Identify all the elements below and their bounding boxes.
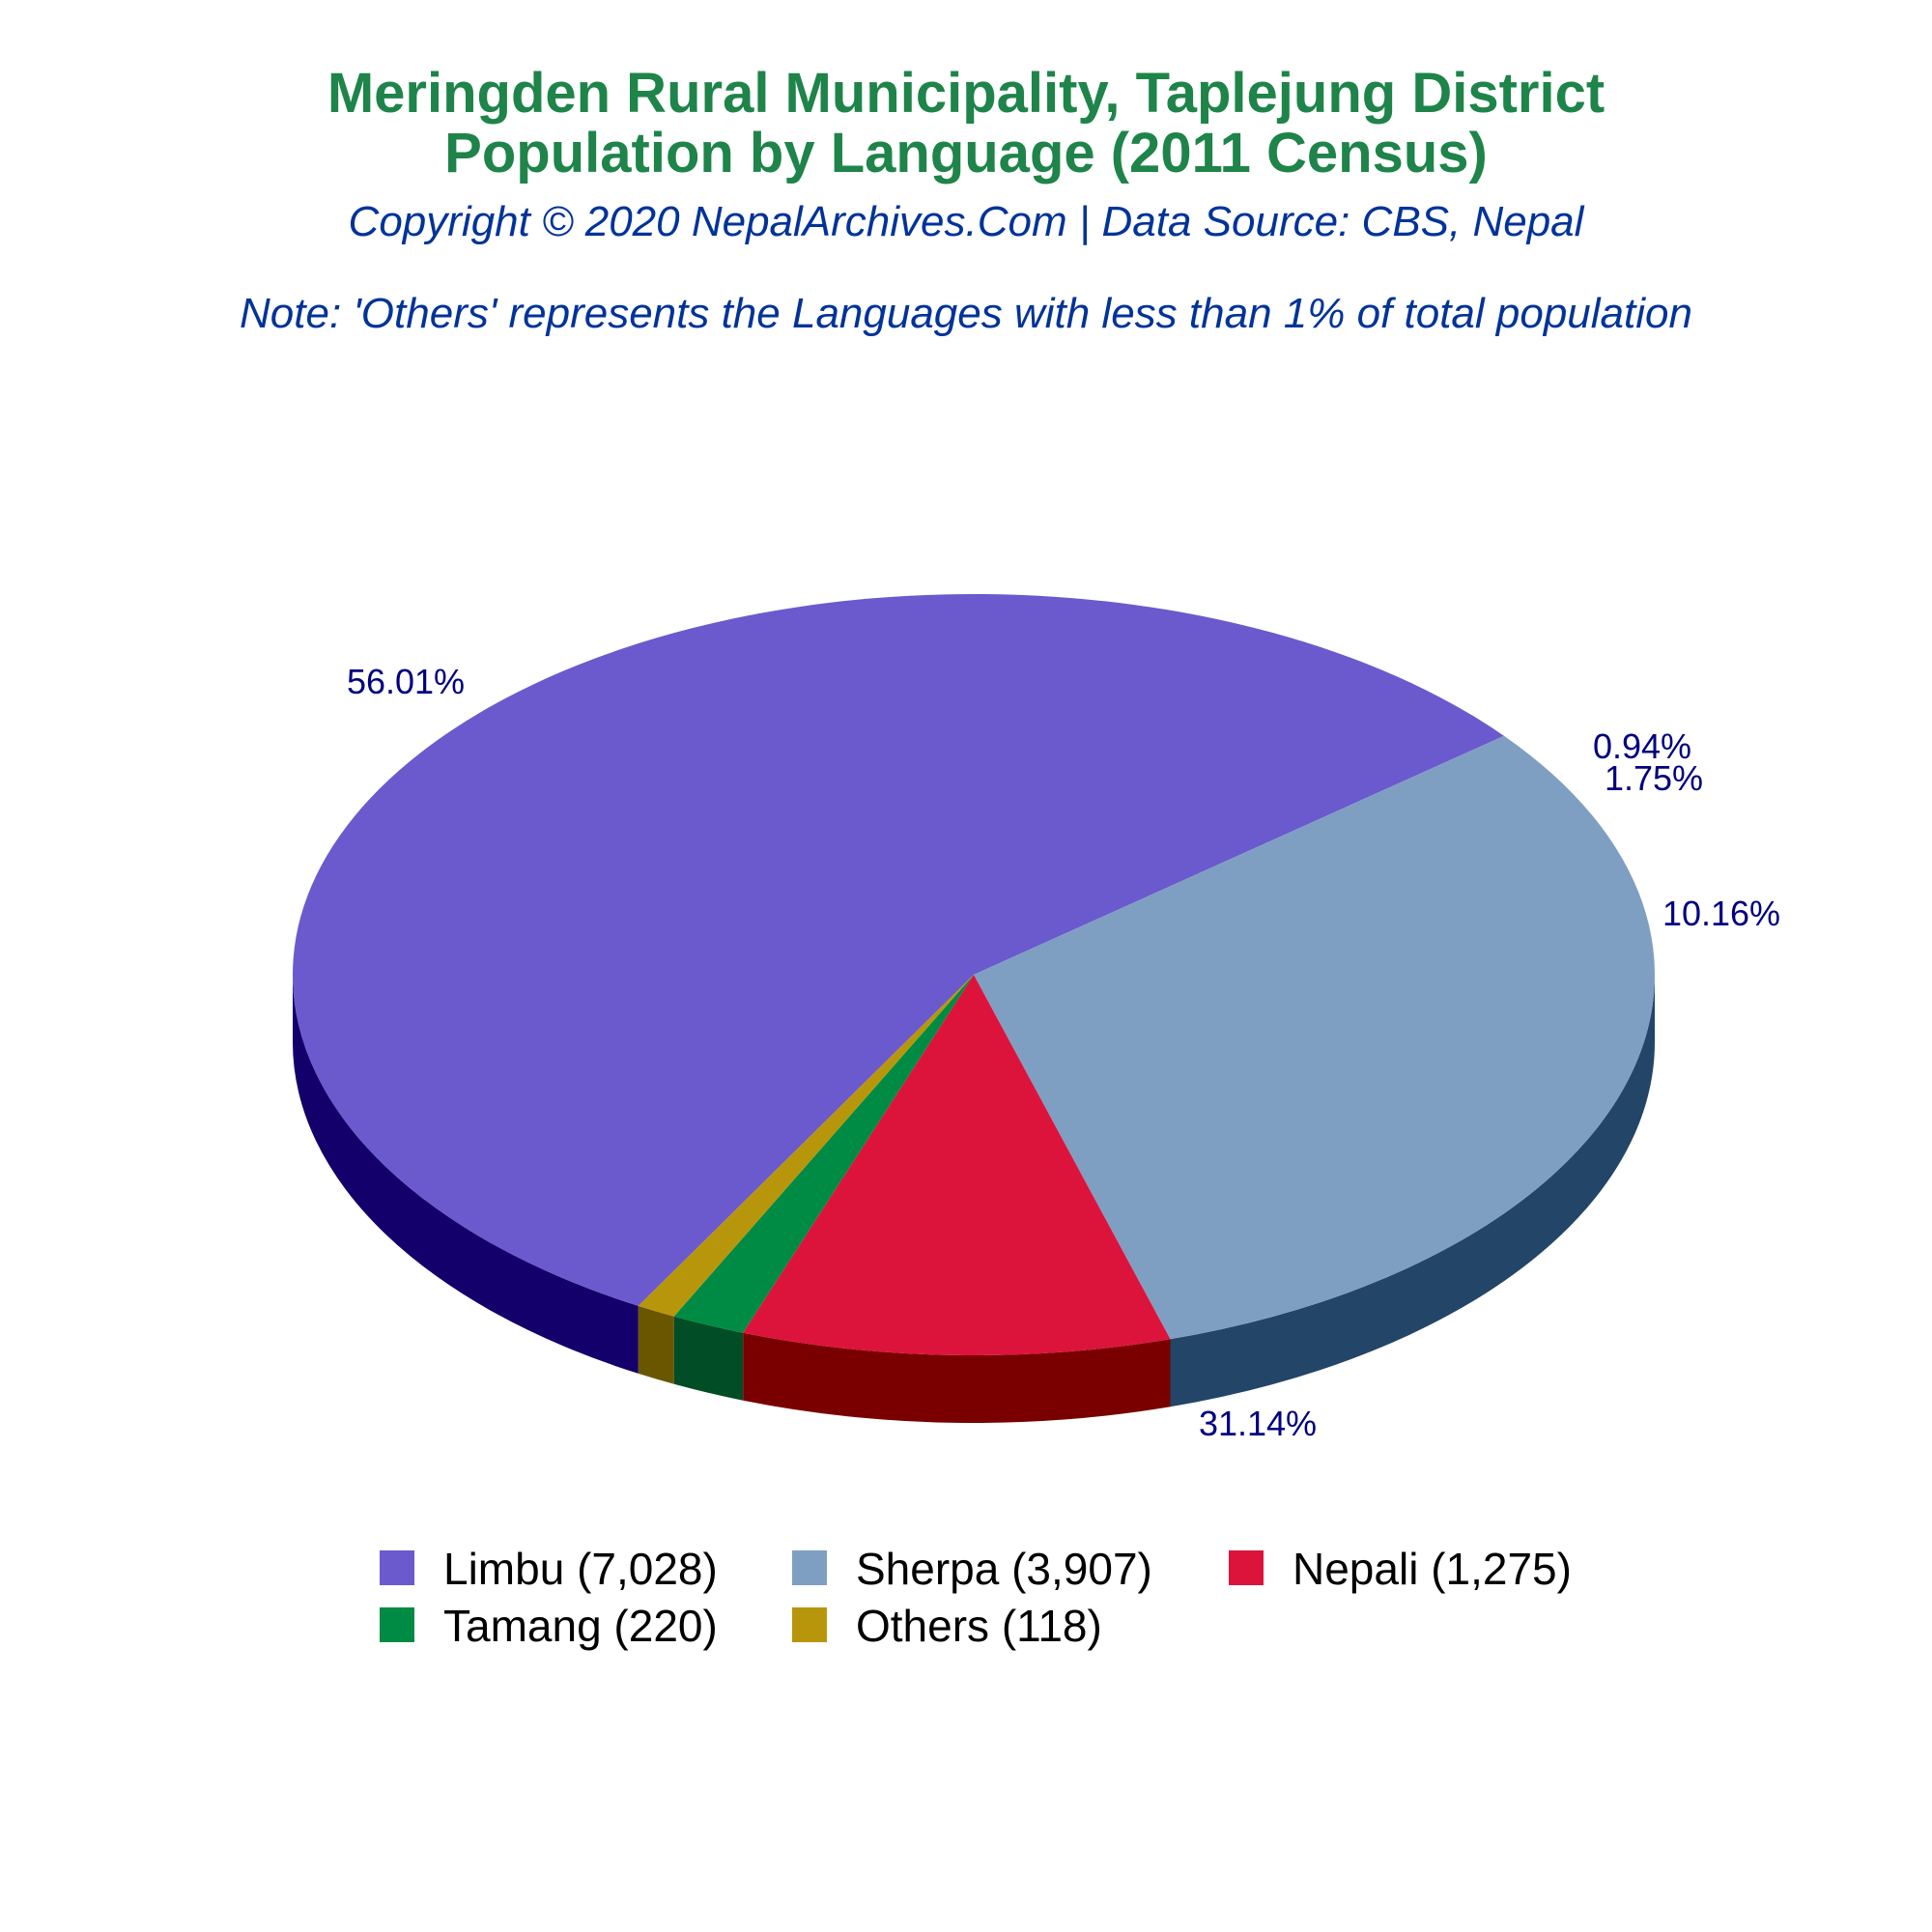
pie-side-sherpa (1170, 975, 1656, 1407)
pie-side-limbu (292, 975, 639, 1374)
pie-slice-nepali (743, 975, 1171, 1355)
pie-percent-labels: 56.01% 31.14% 10.16% 1.75%0.94% (347, 662, 1780, 1443)
legend-swatch-limbu (380, 1550, 414, 1585)
percent-label-limbu: 56.01% (347, 662, 465, 701)
percent-label-nepali: 10.16% (1662, 894, 1780, 933)
pie-slice-others (638, 975, 974, 1317)
pie-side-tamang (673, 1316, 744, 1401)
chart-title-line-1: Meringden Rural Municipality, Taplejung … (327, 62, 1605, 125)
legend-label-tamang: Tamang (220) (443, 1601, 718, 1651)
percent-label-others: 0.94% (1593, 726, 1691, 766)
pie-side-nepali (743, 1332, 1171, 1423)
legend-swatch-others (792, 1607, 827, 1642)
legend-swatch-tamang (380, 1607, 414, 1642)
percent-label-sherpa: 31.14% (1199, 1404, 1317, 1443)
chart-subtitle: Copyright © 2020 NepalArchives.Com | Dat… (349, 198, 1585, 245)
legend-label-others: Others (118) (856, 1601, 1102, 1651)
legend: Limbu (7,028) Sherpa (3,907) Nepali (1,275… (380, 1544, 1572, 1651)
pie-slices (293, 594, 1656, 1355)
pie-slice-tamang (673, 975, 974, 1333)
chart-note: Note: 'Others' represents the Languages … (240, 290, 1692, 337)
legend-label-sherpa: Sherpa (3,907) (856, 1544, 1152, 1594)
legend-label-nepali: Nepali (1,275) (1293, 1544, 1572, 1594)
legend-label-limbu: Limbu (7,028) (443, 1544, 718, 1594)
percent-label-tamang: 1.75% (1605, 758, 1703, 798)
legend-swatch-nepali (1229, 1550, 1264, 1585)
legend-swatch-sherpa (792, 1550, 827, 1585)
pie-slice-sherpa (974, 735, 1656, 1340)
pie-slice-limbu (293, 594, 1504, 1306)
pie-side-others (638, 1305, 674, 1384)
pie-side-walls (292, 975, 1656, 1423)
chart-title-line-2: Population by Language (2011 Census) (444, 122, 1488, 185)
